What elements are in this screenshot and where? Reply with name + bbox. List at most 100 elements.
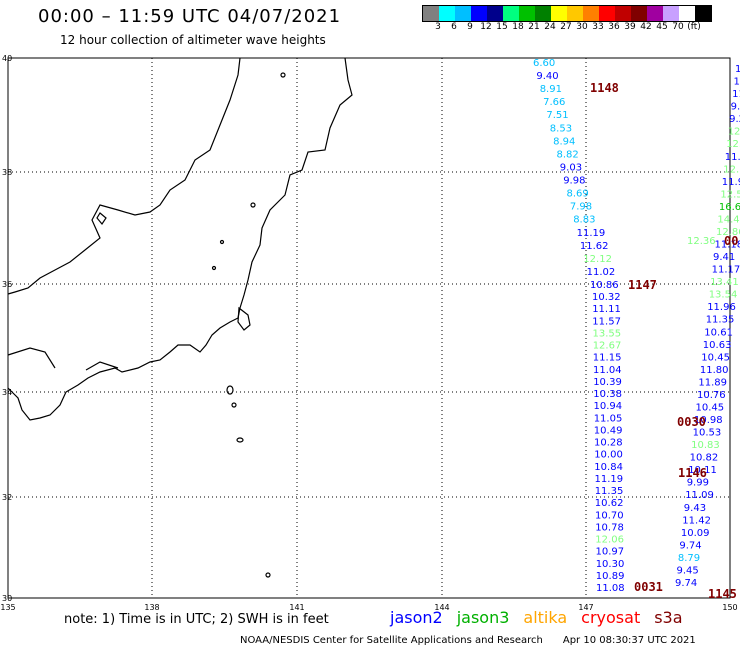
wave-height-value: 10.89 bbox=[596, 571, 625, 582]
legend-swatch bbox=[487, 6, 503, 21]
wave-height-value: 10.62 bbox=[595, 498, 624, 509]
wave-height-value: 11.15 bbox=[593, 353, 622, 364]
wave-height-value: 10.61 bbox=[704, 327, 733, 338]
legend-label: 9 bbox=[467, 22, 473, 32]
lat-label: 36 bbox=[2, 280, 12, 289]
time-tag-1146: 1146 bbox=[678, 466, 707, 480]
wave-height-value: 12.7 bbox=[728, 127, 740, 138]
lon-label: 138 bbox=[144, 603, 159, 612]
legend-label: 33 bbox=[592, 22, 604, 32]
wave-height-value: 9.43 bbox=[684, 503, 706, 514]
wave-height-value: 11.93 bbox=[722, 177, 740, 188]
wave-height-value: 10.63 bbox=[703, 340, 732, 351]
legend-label: 15 bbox=[496, 22, 508, 32]
lon-label: 141 bbox=[289, 603, 304, 612]
track-a: 6.60 9.40 8.91 7.66 7.51 8.53 8.94 8.82 9.03 9.98… bbox=[533, 58, 619, 291]
wave-height-value: 10.49 bbox=[594, 425, 623, 436]
wave-height-value: 11.05 bbox=[594, 413, 623, 424]
wave-height-value: 11.18 bbox=[715, 240, 740, 251]
wave-height-value: 10.78 bbox=[595, 522, 624, 533]
wave-height-value: 10.32 bbox=[592, 292, 621, 303]
wave-height-value: 12.06 bbox=[595, 535, 624, 546]
wave-height-value: 11.08 bbox=[596, 583, 625, 594]
lat-label: 40 bbox=[2, 54, 12, 63]
wave-height-value: 1 bbox=[735, 64, 740, 75]
mission-cryosat: cryosat bbox=[581, 608, 641, 627]
wave-height-value: 12.35 bbox=[723, 164, 740, 175]
wave-height-value: 11.62 bbox=[580, 241, 609, 252]
wave-height-value: 11.53 bbox=[725, 152, 740, 163]
wave-height-value: 13.55 bbox=[593, 328, 622, 339]
wave-height-value: 11.89 bbox=[698, 377, 727, 388]
lon-label: 150 bbox=[722, 603, 737, 612]
wave-height-value: 11.09 bbox=[685, 490, 714, 501]
wave-height-value: 12.12 bbox=[583, 254, 612, 265]
wave-height-value: 6.60 bbox=[533, 58, 555, 69]
wave-height-value: 7.66 bbox=[543, 97, 565, 108]
legend-label: 70 bbox=[672, 22, 684, 32]
wave-height-value: 11.19 bbox=[595, 474, 624, 485]
wave-height-value: 12.86 bbox=[716, 227, 740, 238]
legend-swatch bbox=[503, 6, 519, 21]
legend-label: 24 bbox=[544, 22, 556, 32]
map-subtitle: 12 hour collection of altimeter wave hei… bbox=[60, 33, 326, 47]
wave-height-value: 8.94 bbox=[553, 136, 575, 147]
legend-label: 27 bbox=[560, 22, 572, 32]
legend-swatch bbox=[535, 6, 551, 21]
legend-swatch bbox=[519, 6, 535, 21]
time-tag-1145: 1145 bbox=[708, 587, 737, 601]
wave-height-value: 10.98 bbox=[694, 415, 723, 426]
wave-height-value: 10.11 bbox=[688, 465, 717, 476]
wave-height-value: 8.91 bbox=[540, 84, 562, 95]
legend-label: 18 bbox=[512, 22, 524, 32]
legend-swatch bbox=[615, 6, 631, 21]
wave-height-value: 9.74 bbox=[679, 540, 701, 551]
wave-height-value: 10.76 bbox=[697, 390, 726, 401]
legend-swatch bbox=[439, 6, 455, 21]
wave-height-value: 11.96 bbox=[707, 302, 736, 313]
color-legend bbox=[422, 5, 712, 22]
wave-height-value: 11.80 bbox=[700, 365, 729, 376]
legend-label: 21 bbox=[528, 22, 540, 32]
wave-height-value: 8.82 bbox=[557, 149, 579, 160]
wave-height-value: 13.54 bbox=[709, 290, 738, 301]
wave-height-value: 10.97 bbox=[596, 547, 625, 558]
wave-height-value: 11. bbox=[732, 89, 740, 100]
pass-time-tag: 1147 bbox=[628, 278, 657, 292]
legend-swatch bbox=[567, 6, 583, 21]
wave-height-value: 10.53 bbox=[693, 428, 722, 439]
wave-height-value: 9.98 bbox=[563, 176, 585, 187]
wave-height-value: 9.99 bbox=[687, 478, 709, 489]
lat-label: 30 bbox=[2, 594, 12, 603]
mission-jason2: jason2 bbox=[390, 608, 443, 627]
wave-height-value: 10.70 bbox=[595, 510, 624, 521]
wave-height-value: 7.98 bbox=[570, 202, 592, 213]
wave-height-value: 9.2 bbox=[729, 114, 740, 125]
latitude-labels: 40 38 36 34 32 30 bbox=[2, 54, 12, 603]
credit-line: NOAA/NESDIS Center for Satellite Applica… bbox=[240, 635, 696, 646]
wave-height-value: 10.30 bbox=[596, 559, 625, 570]
wave-height-value: 11.35 bbox=[595, 486, 624, 497]
wave-height-value: 10.94 bbox=[594, 401, 623, 412]
wave-height-value: 11.11 bbox=[592, 304, 621, 315]
wave-height-value: 10.28 bbox=[594, 438, 623, 449]
wave-height-value: 9.45 bbox=[677, 566, 699, 577]
wave-height-value: 10.45 bbox=[696, 403, 725, 414]
wave-height-value: 12.67 bbox=[593, 341, 622, 352]
mission-altika: altika bbox=[523, 608, 568, 627]
mission-s3a: s3a bbox=[654, 608, 683, 627]
lon-label: 135 bbox=[0, 603, 15, 612]
wave-height-value: 10.00 bbox=[594, 450, 623, 461]
lon-label: 144 bbox=[434, 603, 449, 612]
wave-height-value: 11. bbox=[734, 77, 740, 88]
pass-time-tag: 0031 bbox=[634, 580, 663, 594]
wave-height-value: 11.04 bbox=[593, 365, 622, 376]
wave-height-value: 9.41 bbox=[713, 252, 735, 263]
credit-text: NOAA/NESDIS Center for Satellite Applica… bbox=[240, 635, 543, 646]
altimeter-tracks: 6.60 9.40 8.91 7.66 7.51 8.53 8.94 8.82 9.03 9.98… bbox=[533, 58, 740, 594]
map-frame bbox=[7, 57, 731, 599]
legend-swatch bbox=[663, 6, 679, 21]
wave-height-value: 8.69 bbox=[567, 189, 589, 200]
